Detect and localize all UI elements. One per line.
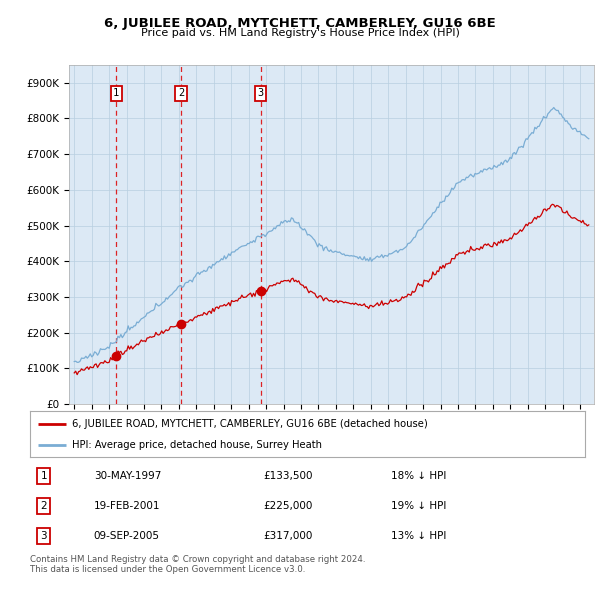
- Text: 6, JUBILEE ROAD, MYTCHETT, CAMBERLEY, GU16 6BE: 6, JUBILEE ROAD, MYTCHETT, CAMBERLEY, GU…: [104, 17, 496, 30]
- Text: 2: 2: [178, 88, 184, 99]
- Text: 09-SEP-2005: 09-SEP-2005: [94, 531, 160, 541]
- Text: 13% ↓ HPI: 13% ↓ HPI: [391, 531, 446, 541]
- Text: 18% ↓ HPI: 18% ↓ HPI: [391, 471, 446, 481]
- Text: £317,000: £317,000: [263, 531, 313, 541]
- Text: 30-MAY-1997: 30-MAY-1997: [94, 471, 161, 481]
- Text: Price paid vs. HM Land Registry's House Price Index (HPI): Price paid vs. HM Land Registry's House …: [140, 28, 460, 38]
- Text: £133,500: £133,500: [263, 471, 313, 481]
- Text: 3: 3: [41, 531, 47, 541]
- Text: 6, JUBILEE ROAD, MYTCHETT, CAMBERLEY, GU16 6BE (detached house): 6, JUBILEE ROAD, MYTCHETT, CAMBERLEY, GU…: [71, 419, 427, 429]
- Text: 1: 1: [41, 471, 47, 481]
- Text: HPI: Average price, detached house, Surrey Heath: HPI: Average price, detached house, Surr…: [71, 440, 322, 450]
- Text: 19-FEB-2001: 19-FEB-2001: [94, 501, 160, 511]
- Text: 2: 2: [41, 501, 47, 511]
- Text: Contains HM Land Registry data © Crown copyright and database right 2024.
This d: Contains HM Land Registry data © Crown c…: [30, 555, 365, 574]
- Text: 3: 3: [257, 88, 264, 99]
- Text: 1: 1: [113, 88, 119, 99]
- Text: £225,000: £225,000: [263, 501, 313, 511]
- Text: 19% ↓ HPI: 19% ↓ HPI: [391, 501, 446, 511]
